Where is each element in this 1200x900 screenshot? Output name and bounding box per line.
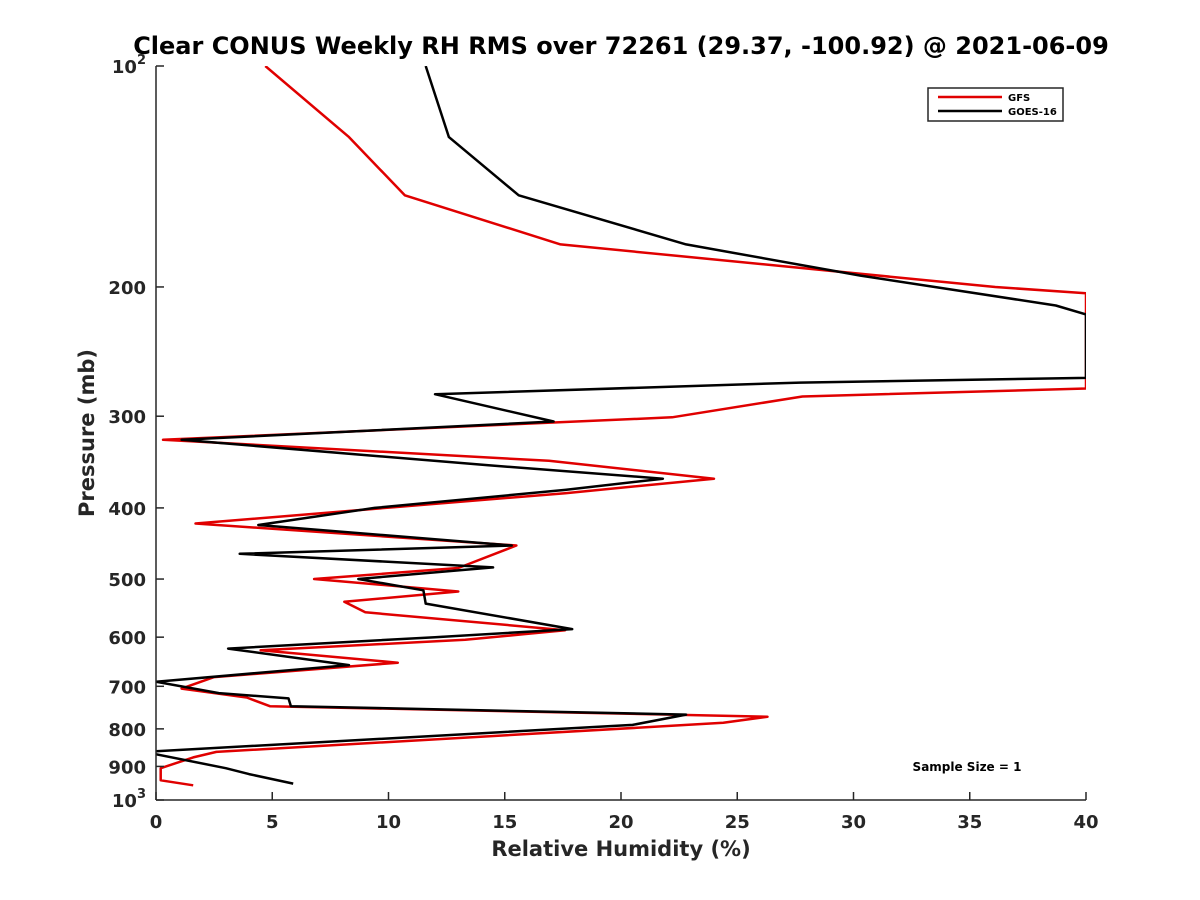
y-tick-label: 800 [108,720,146,741]
series-line-gfs [159,66,1086,787]
y-tick-label: 200 [108,278,146,299]
y-ticks: 102 200 300 400 500 600 700 800 900 103 [108,53,164,812]
x-tick-label: 15 [492,812,517,833]
sample-size-annotation: Sample Size = 1 [913,760,1022,774]
x-tick-label: 10 [376,812,401,833]
x-tick-label: 20 [608,812,633,833]
y-tick-label: 700 [108,677,146,698]
y-tick-label: 400 [108,499,146,520]
y-tick-label: 102 [112,53,146,78]
y-tick-label: 500 [108,570,146,591]
legend-label-goes-16: GOES-16 [1008,107,1057,118]
x-tick-label: 30 [841,812,866,833]
legend-box [927,87,1064,122]
series-line-goes-16 [156,66,1086,785]
legend: GFS GOES-16 [927,87,1064,122]
x-ticks: 0 5 10 15 20 25 30 35 40 [150,792,1099,833]
legend-label-gfs: GFS [1008,93,1030,104]
y-tick-label: 600 [108,628,146,649]
series-layer [156,66,1086,787]
x-tick-label: 25 [725,812,750,833]
y-tick-label: 300 [108,407,146,428]
x-tick-label: 40 [1073,812,1098,833]
x-tick-label: 5 [266,812,279,833]
x-tick-label: 35 [957,812,982,833]
y-axis-label: Pressure (mb) [75,349,99,517]
y-tick-label: 103 [112,787,146,812]
y-tick-label: 900 [108,757,146,778]
x-axis-label: Relative Humidity (%) [491,837,750,861]
x-tick-label: 0 [150,812,163,833]
chart-title: Clear CONUS Weekly RH RMS over 72261 (29… [133,32,1109,60]
